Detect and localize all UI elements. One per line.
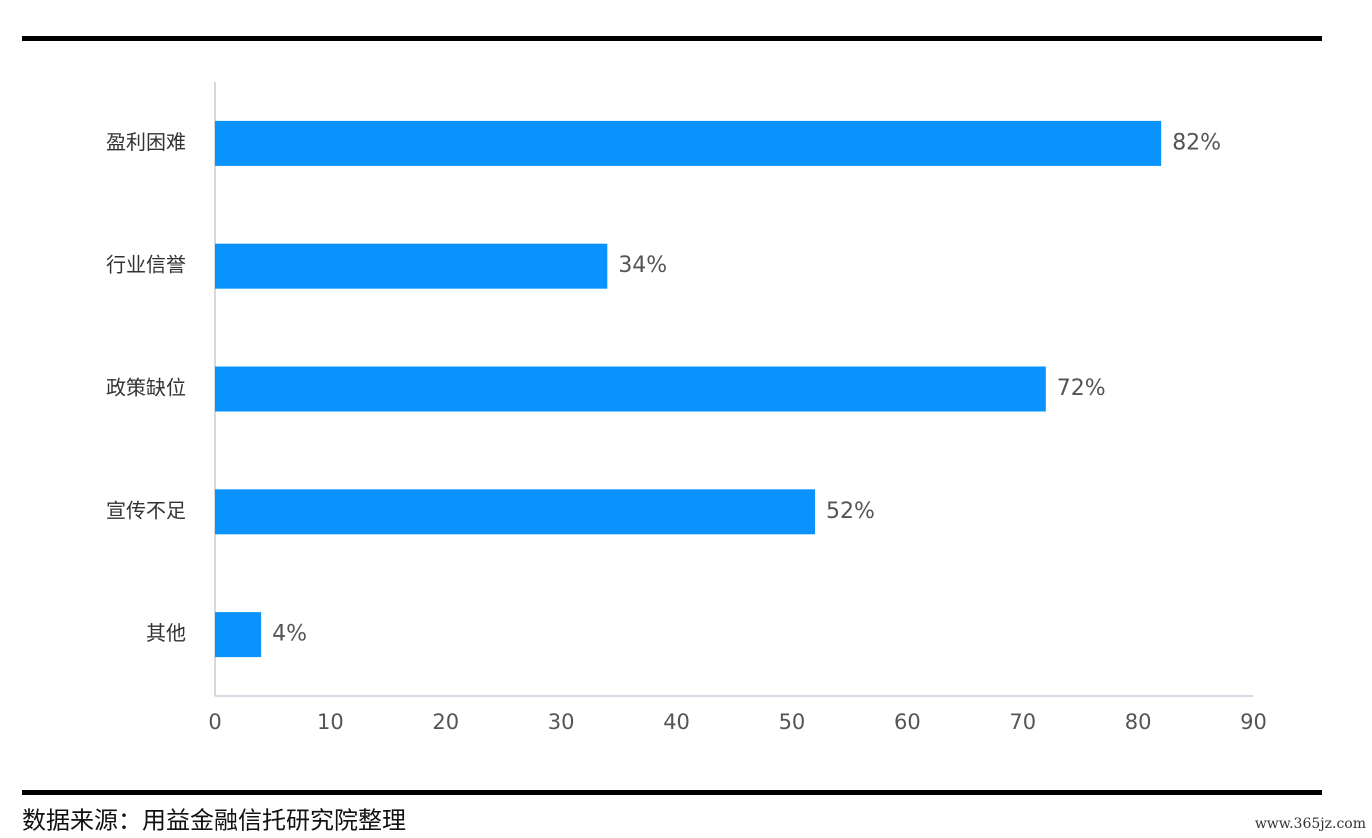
x-tick-label: 60 — [894, 710, 921, 734]
category-label: 政策缺位 — [106, 376, 186, 400]
value-label: 34% — [618, 253, 667, 278]
category-label: 盈利困难 — [106, 130, 186, 154]
x-tick-label: 30 — [548, 710, 575, 734]
bar — [215, 366, 1046, 412]
x-tick-label: 10 — [317, 710, 344, 734]
value-label: 82% — [1172, 130, 1221, 155]
x-tick-label: 20 — [432, 710, 459, 734]
x-tick-label: 70 — [1009, 710, 1036, 734]
x-tick-label: 0 — [208, 710, 221, 734]
x-tick-label: 50 — [779, 710, 806, 734]
source-note: 数据来源：用益金融信托研究院整理 — [22, 807, 406, 835]
bottom-rule — [22, 790, 1322, 795]
x-tick-label: 90 — [1240, 710, 1267, 734]
category-label: 宣传不足 — [106, 498, 186, 522]
x-tick-label: 80 — [1125, 710, 1152, 734]
bar — [215, 489, 816, 535]
top-rule — [22, 36, 1322, 41]
category-label: 行业信誉 — [106, 253, 186, 277]
category-label: 其他 — [146, 621, 186, 645]
value-label: 52% — [826, 499, 875, 524]
value-label: 4% — [272, 622, 307, 647]
value-label: 72% — [1057, 376, 1106, 401]
x-tick-label: 40 — [663, 710, 690, 734]
bar — [215, 120, 1162, 166]
bar — [215, 612, 262, 658]
bar — [215, 243, 608, 289]
watermark: www.365jz.com — [1255, 816, 1366, 832]
